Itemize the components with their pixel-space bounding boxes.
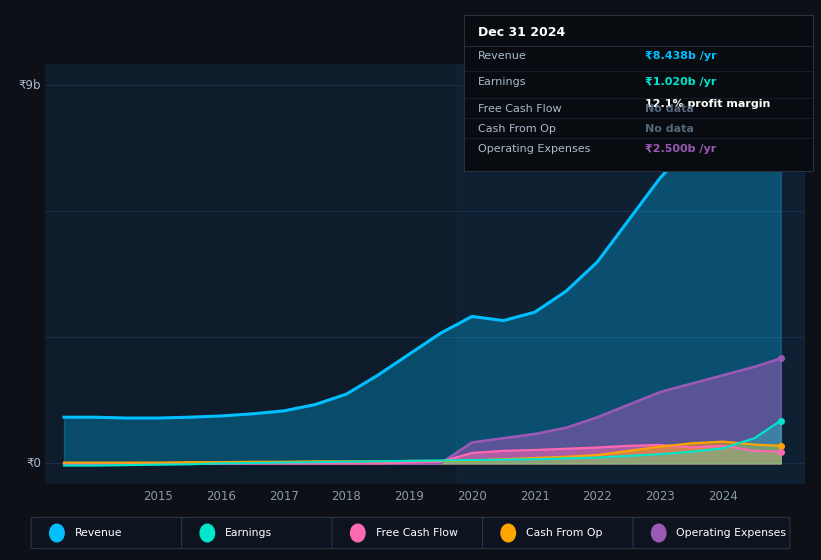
Ellipse shape xyxy=(49,524,64,542)
Text: Free Cash Flow: Free Cash Flow xyxy=(478,104,562,114)
Ellipse shape xyxy=(200,524,214,542)
Text: Free Cash Flow: Free Cash Flow xyxy=(375,528,457,538)
FancyBboxPatch shape xyxy=(483,517,640,549)
Text: Revenue: Revenue xyxy=(478,51,526,61)
FancyBboxPatch shape xyxy=(31,517,188,549)
Text: ₹0: ₹0 xyxy=(26,457,41,470)
Text: ₹8.438b /yr: ₹8.438b /yr xyxy=(645,51,717,61)
FancyBboxPatch shape xyxy=(332,517,489,549)
Ellipse shape xyxy=(501,524,516,542)
Text: ₹1.020b /yr: ₹1.020b /yr xyxy=(645,77,717,87)
Text: Cash From Op: Cash From Op xyxy=(478,124,556,134)
Text: No data: No data xyxy=(645,104,695,114)
Text: No data: No data xyxy=(645,124,695,134)
Text: ₹9b: ₹9b xyxy=(19,79,41,92)
Ellipse shape xyxy=(652,524,666,542)
FancyBboxPatch shape xyxy=(633,517,790,549)
Ellipse shape xyxy=(351,524,365,542)
Text: Revenue: Revenue xyxy=(75,528,122,538)
Text: Earnings: Earnings xyxy=(478,77,526,87)
Text: 12.1% profit margin: 12.1% profit margin xyxy=(645,99,771,109)
FancyBboxPatch shape xyxy=(181,517,338,549)
Text: Operating Expenses: Operating Expenses xyxy=(677,528,787,538)
Text: Dec 31 2024: Dec 31 2024 xyxy=(478,26,565,39)
Text: Operating Expenses: Operating Expenses xyxy=(478,144,590,155)
Text: Earnings: Earnings xyxy=(225,528,273,538)
Bar xyxy=(456,64,805,484)
Text: ₹2.500b /yr: ₹2.500b /yr xyxy=(645,144,717,155)
Text: Cash From Op: Cash From Op xyxy=(526,528,603,538)
